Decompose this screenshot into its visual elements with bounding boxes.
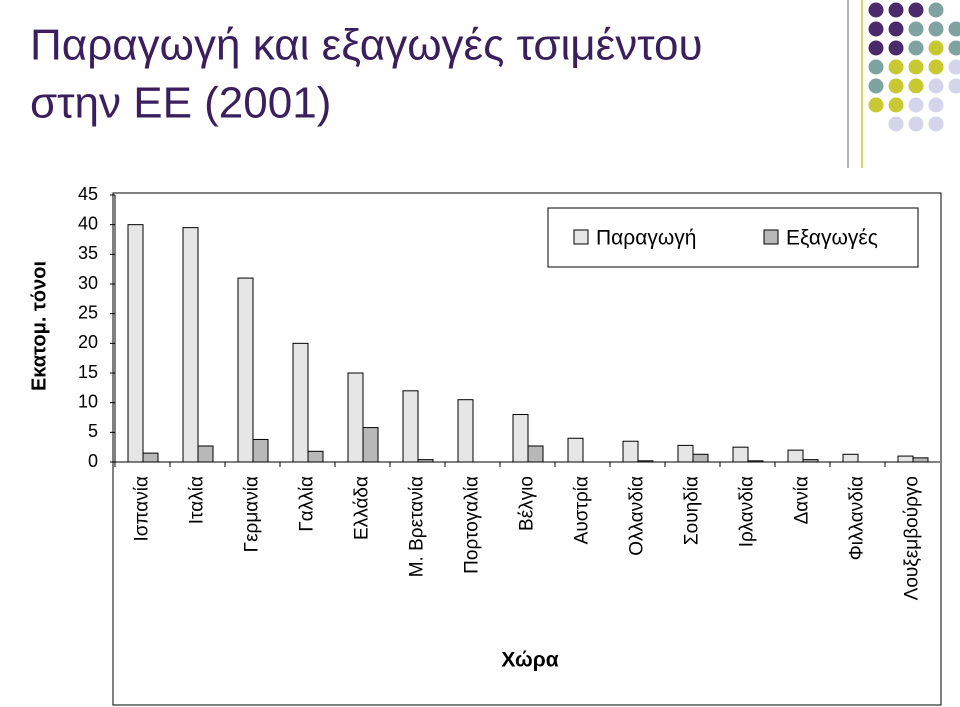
decor-dot — [908, 40, 924, 56]
chart-frame — [112, 192, 942, 706]
decor-dot — [928, 116, 944, 132]
decor-dot — [888, 2, 904, 18]
decor-dot — [928, 2, 944, 18]
y-tick-label: 20 — [78, 332, 98, 352]
x-tick-label: Δανία — [792, 476, 813, 524]
bar — [307, 450, 324, 463]
title-line: στην ΕΕ (2001) — [30, 79, 331, 128]
decor-dot — [908, 116, 924, 132]
y-tick-label: 0 — [88, 451, 98, 471]
x-tick-label: Σουηδία — [682, 476, 703, 545]
decor-dot — [868, 21, 884, 37]
decor-dot — [888, 78, 904, 94]
y-tick-label: 35 — [78, 243, 98, 263]
decor-dot — [868, 78, 884, 94]
decor-dot — [928, 40, 944, 56]
bar — [787, 449, 804, 463]
x-tick-label: Ισπανία — [132, 476, 153, 542]
y-tick-label: 30 — [78, 273, 98, 293]
x-tick-label: Αυστρία — [572, 476, 593, 544]
bar — [197, 445, 214, 463]
bar — [677, 444, 694, 463]
bar — [182, 227, 199, 463]
decoration — [847, 0, 960, 168]
bar — [912, 457, 929, 463]
decor-dot — [928, 21, 944, 37]
bar — [692, 453, 709, 463]
bar — [347, 372, 364, 463]
decor-dot — [888, 97, 904, 113]
y-tick-label: 25 — [78, 302, 98, 322]
bar — [637, 460, 654, 463]
x-tick-label: Μ. Βρετανία — [407, 476, 428, 577]
decor-dot — [928, 78, 944, 94]
bar — [402, 390, 419, 463]
y-tick-label: 15 — [78, 362, 98, 382]
decor-dot — [888, 116, 904, 132]
y-tick-label: 5 — [88, 421, 98, 441]
bar — [567, 437, 584, 463]
decor-dot — [948, 21, 960, 37]
y-tick-label: 40 — [78, 213, 98, 233]
x-tick-label: Ελλάδα — [352, 476, 373, 540]
bar — [527, 445, 544, 463]
decor-dot — [928, 59, 944, 75]
legend-label: Παραγωγή — [596, 227, 696, 250]
decor-dot — [948, 59, 960, 75]
decor-dot — [908, 78, 924, 94]
bar — [622, 440, 639, 463]
legend-label: Εξαγωγές — [786, 227, 878, 250]
bar — [747, 460, 764, 463]
x-tick-label: Πορτογαλία — [462, 476, 483, 574]
y-tick-label: 45 — [78, 184, 98, 204]
x-tick-label: Ολλανδία — [627, 476, 648, 556]
legend — [547, 207, 919, 268]
x-tick-label: Γερμανία — [242, 476, 263, 552]
x-axis-title: Χώρα — [501, 649, 558, 672]
legend-swatch — [573, 229, 589, 245]
bar — [362, 427, 379, 463]
bar — [802, 459, 819, 463]
bar — [457, 399, 474, 463]
decor-dot — [948, 78, 960, 94]
decor-dot — [868, 59, 884, 75]
bar — [252, 438, 269, 463]
bar — [512, 414, 529, 463]
x-tick-label: Φιλλανδία — [847, 476, 868, 560]
y-axis-title: Εκατομ. τόνοι — [28, 261, 50, 391]
bar — [237, 277, 254, 463]
decor-dot — [908, 21, 924, 37]
decor-dot — [888, 59, 904, 75]
x-tick-label: Γαλλία — [297, 476, 318, 532]
bar — [292, 342, 309, 463]
x-tick-label: Ιρλανδία — [737, 476, 758, 547]
title-line: Παραγωγή και εξαγωγές τσιμέντου — [30, 21, 703, 70]
decor-dot — [908, 97, 924, 113]
x-tick-label: Λουξεμβούργο — [902, 476, 923, 600]
decor-dot — [868, 97, 884, 113]
decor-dot — [908, 59, 924, 75]
bar — [842, 453, 859, 463]
bar — [127, 224, 144, 463]
decor-dot — [888, 40, 904, 56]
bar — [142, 452, 159, 463]
decor-dot — [868, 2, 884, 18]
decor-dot — [948, 40, 960, 56]
bar — [417, 459, 434, 463]
bar — [897, 455, 914, 463]
decor-dot — [908, 2, 924, 18]
decor-dot — [928, 97, 944, 113]
x-tick-label: Ιταλία — [187, 476, 208, 524]
bar — [732, 446, 749, 463]
x-tick-label: Βέλγιο — [517, 476, 538, 531]
legend-swatch — [763, 229, 779, 245]
y-tick-label: 10 — [78, 391, 98, 411]
decor-dot — [888, 21, 904, 37]
decor-dot — [868, 40, 884, 56]
